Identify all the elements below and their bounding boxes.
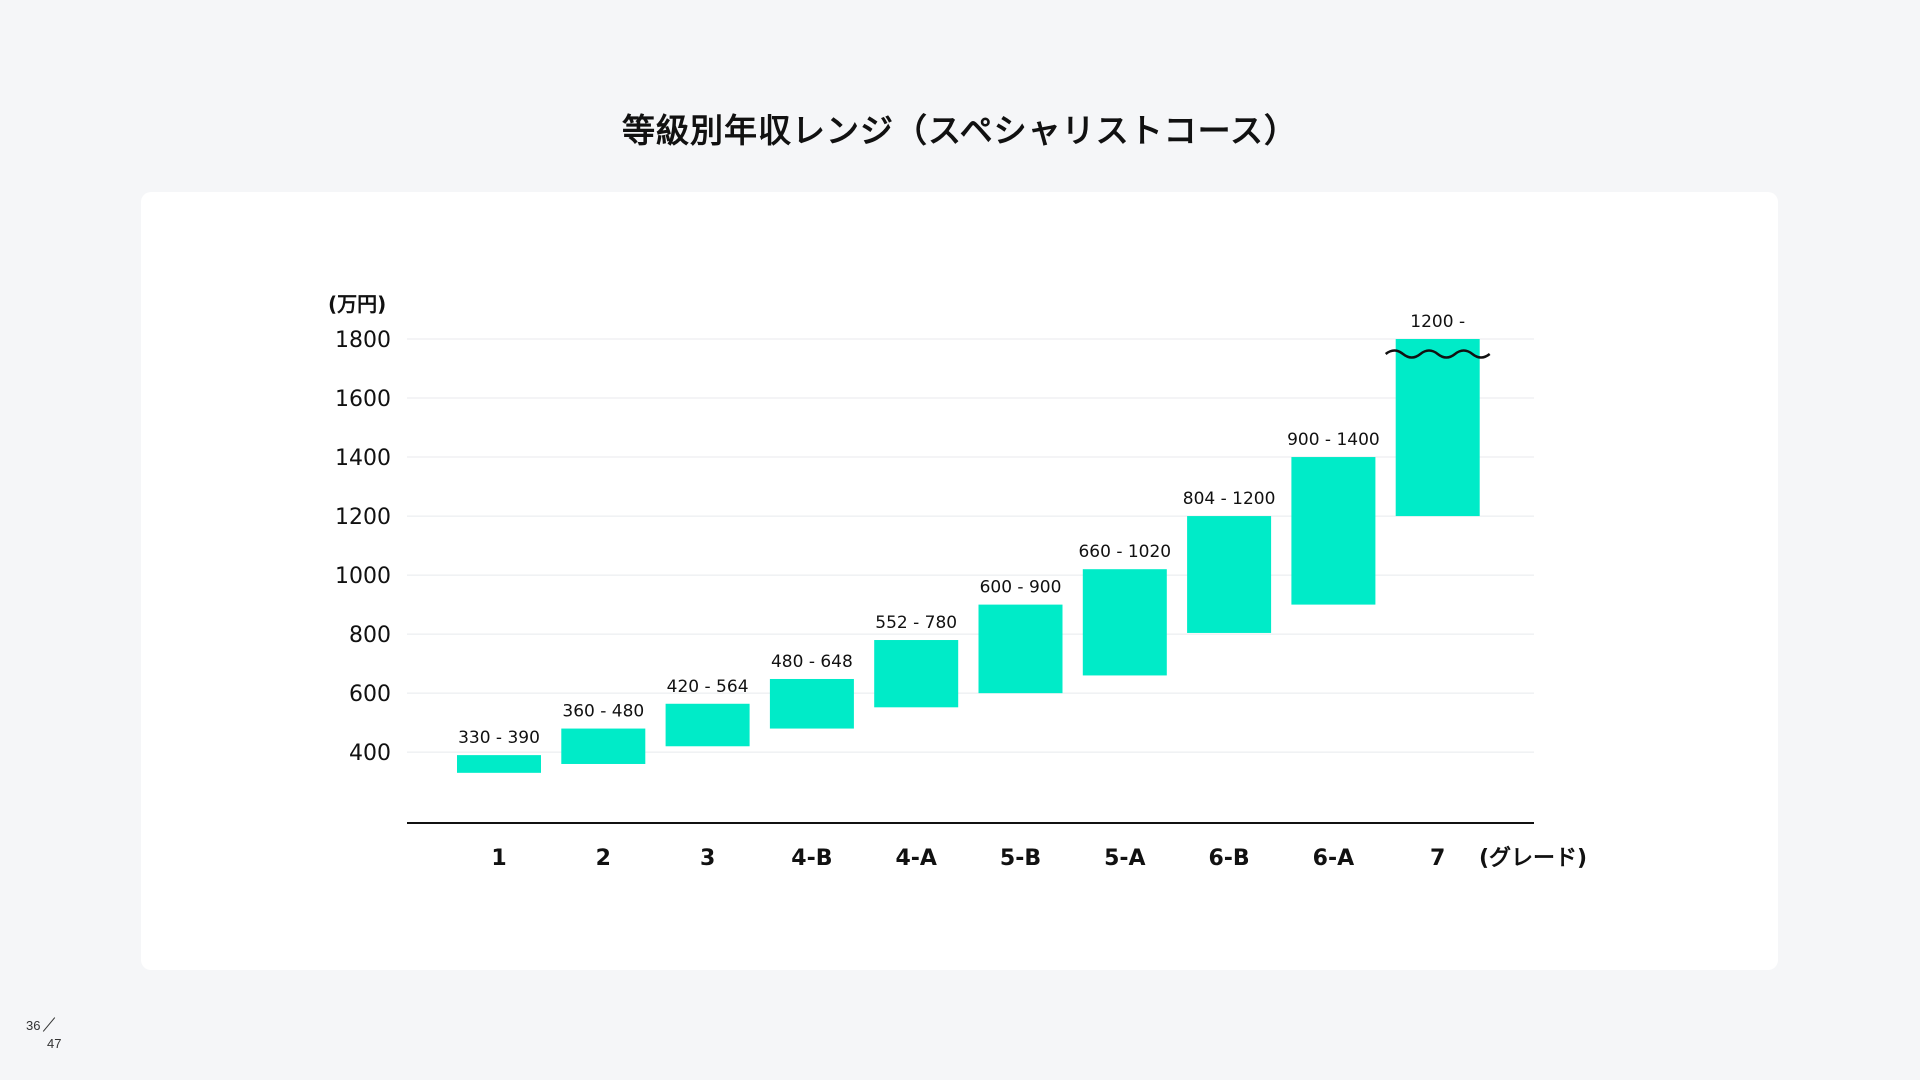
axis-break-icon <box>1384 349 1491 359</box>
page-title: 等級別年収レンジ（スペシャリストコース） <box>621 111 1299 150</box>
y-axis-unit-label: (万円) <box>328 292 386 316</box>
range-data-label: 660 - 1020 <box>1078 542 1171 562</box>
x-tick-label: 4-A <box>895 846 936 871</box>
range-data-label: 360 - 480 <box>562 702 644 722</box>
page-current: 36 <box>26 1018 41 1033</box>
range-bar-chart: 330 - 390 360 - 480 420 - 564 480 - 648 552 … <box>328 292 1587 871</box>
range-bar <box>1395 339 1480 517</box>
y-tick-label: 1200 <box>335 505 391 530</box>
page-total: 47 <box>47 1036 62 1051</box>
x-tick-label: 2 <box>596 846 611 871</box>
y-tick-label: 1000 <box>335 564 391 589</box>
range-bar <box>769 678 854 729</box>
range-data-label: 804 - 1200 <box>1183 489 1276 509</box>
range-data-label: 330 - 390 <box>458 728 540 748</box>
range-bar <box>1187 516 1272 633</box>
range-data-label: 480 - 648 <box>771 652 853 672</box>
y-tick-label: 1800 <box>335 328 391 353</box>
y-tick-label: 1600 <box>335 387 391 412</box>
grid-layer <box>407 338 1534 753</box>
x-tick-label: 6-A <box>1313 846 1354 871</box>
page-indicator: 36 47 <box>26 1017 76 1058</box>
range-bar <box>1082 569 1167 676</box>
range-bar <box>874 640 959 708</box>
range-data-label: 1200 - <box>1410 312 1465 332</box>
y-tick-label: 800 <box>349 623 391 648</box>
range-data-label: 420 - 564 <box>667 677 749 697</box>
x-tick-label: 5-A <box>1104 846 1145 871</box>
chart-card: 330 - 390 360 - 480 420 - 564 480 - 648 552 … <box>141 192 1778 970</box>
x-tick-label: 3 <box>700 846 715 871</box>
y-tick-label: 1400 <box>335 446 391 471</box>
y-tick-label: 400 <box>349 741 391 766</box>
range-bar <box>978 604 1063 694</box>
range-data-label: 552 - 780 <box>875 613 957 633</box>
x-tick-label: 6-B <box>1208 846 1249 871</box>
range-data-label: 900 - 1400 <box>1287 430 1380 450</box>
range-data-label: 600 - 900 <box>980 578 1062 598</box>
page-slash <box>42 1017 56 1032</box>
x-tick-label: 1 <box>491 846 506 871</box>
y-tick-label: 600 <box>349 682 391 707</box>
range-bar <box>561 728 646 764</box>
range-bar <box>457 755 541 773</box>
range-bar <box>1291 457 1376 605</box>
x-tick-label: 4-B <box>791 846 832 871</box>
x-tick-label: 5-B <box>1000 846 1041 871</box>
x-tick-label: 7 <box>1430 846 1445 871</box>
axis-layer: 400 600 800 1000 1200 1400 1600 1800 (万円) 1 2 3 4-B 4… <box>328 292 1587 871</box>
bar-layer <box>457 339 1480 773</box>
x-axis-unit-label: (グレード) <box>1479 845 1587 871</box>
range-bar <box>665 703 750 747</box>
label-layer: 330 - 390 360 - 480 420 - 564 480 - 648 552 … <box>458 312 1491 748</box>
